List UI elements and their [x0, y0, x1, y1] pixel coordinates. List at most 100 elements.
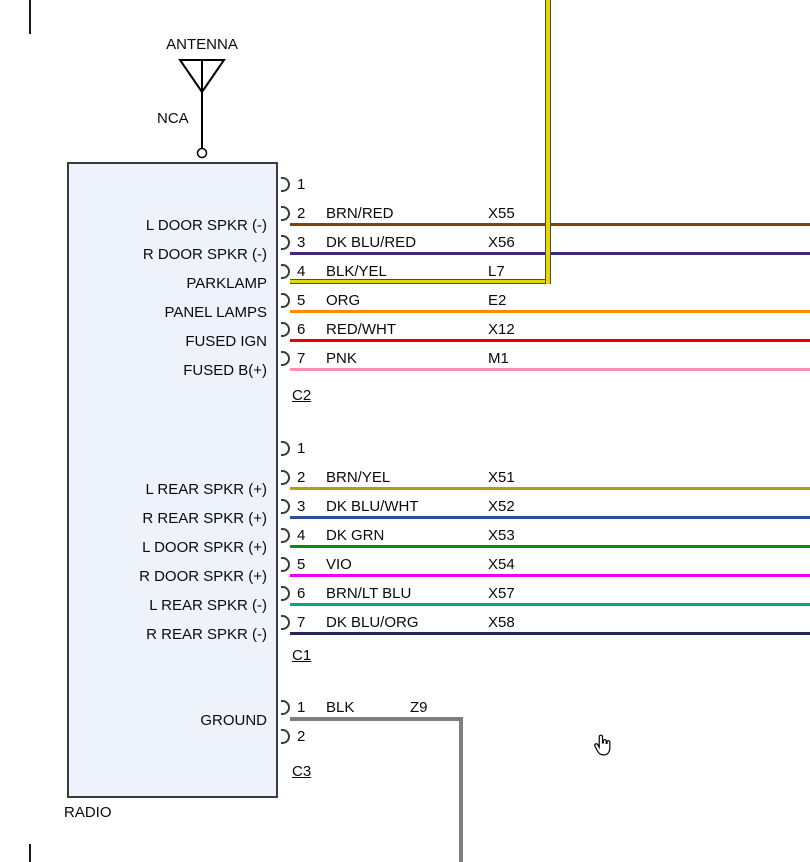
connector-terminal-icon [281, 441, 290, 456]
connector-terminal-icon [281, 557, 290, 572]
page-border-mark-bottom [29, 844, 31, 862]
wire-vio [290, 574, 810, 577]
circuit-code-label: Z9 [410, 699, 428, 716]
radio-function-label: FUSED B(+) [183, 362, 267, 379]
circuit-code-label: X12 [488, 321, 515, 338]
radio-function-label: L REAR SPKR (+) [145, 481, 267, 498]
pin-number: 4 [297, 263, 306, 280]
pin-number: 4 [297, 527, 306, 544]
connector-terminal-icon [281, 322, 290, 337]
pin-row: 4 BLK/YEL L7 [280, 261, 620, 283]
wire-color-label: ORG [326, 292, 361, 309]
pin-row: 7 PNK M1 [280, 348, 620, 370]
connector-label-c1: C1 [292, 647, 312, 664]
pin-number: 5 [297, 292, 306, 309]
radio-function-label: R DOOR SPKR (+) [139, 568, 267, 585]
pin-number: 1 [297, 176, 306, 193]
connector-terminal-icon [281, 700, 290, 715]
circuit-code-label: M1 [488, 350, 509, 367]
wire-red-wht [290, 339, 810, 342]
pin-row: 2 [280, 726, 620, 748]
circuit-code-label: X57 [488, 585, 515, 602]
wire-color-label: RED/WHT [326, 321, 396, 338]
circuit-code-label: X53 [488, 527, 515, 544]
wire-org [290, 310, 810, 313]
pin-row: 1 BLK Z9 [280, 697, 620, 719]
wire-color-label: BLK/YEL [326, 263, 387, 280]
radio-label: RADIO [64, 804, 112, 821]
pin-number: 1 [297, 440, 306, 457]
circuit-code-label: X54 [488, 556, 515, 573]
wire-blk-ground-horizontal [290, 717, 463, 721]
wire-blk-yel-vertical [545, 0, 551, 284]
connector-terminal-icon [281, 177, 290, 192]
pin-row: 1 [280, 438, 620, 460]
pin-number: 6 [297, 321, 306, 338]
circuit-code-label: L7 [488, 263, 505, 280]
circuit-code-label: X55 [488, 205, 515, 222]
connector-terminal-icon [281, 351, 290, 366]
connector-label-c2: C2 [292, 387, 312, 404]
wire-pnk [290, 368, 810, 371]
pin-row: 3 DK BLU/WHT X52 [280, 496, 620, 518]
pin-row: 4 DK GRN X53 [280, 525, 620, 547]
circuit-code-label: X52 [488, 498, 515, 515]
radio-function-label: FUSED IGN [185, 333, 267, 350]
radio-function-label: R REAR SPKR (-) [146, 626, 267, 643]
pin-number: 3 [297, 234, 306, 251]
radio-function-label: L DOOR SPKR (+) [142, 539, 267, 556]
page-border-mark-top [29, 0, 31, 34]
pin-number: 2 [297, 728, 306, 745]
pin-row: 2 BRN/RED X55 [280, 203, 620, 225]
pin-number: 2 [297, 205, 306, 222]
wire-color-label: BLK [326, 699, 355, 716]
connector-terminal-icon [281, 586, 290, 601]
hand-pointer-icon [594, 734, 611, 756]
pin-number: 3 [297, 498, 306, 515]
radio-function-label: L REAR SPKR (-) [149, 597, 267, 614]
connector-terminal-icon [281, 206, 290, 221]
wire-color-label: DK GRN [326, 527, 385, 544]
pin-row: 5 ORG E2 [280, 290, 620, 312]
radio-function-label: GROUND [200, 712, 267, 729]
radio-function-label: PANEL LAMPS [164, 304, 267, 321]
connector-terminal-icon [281, 499, 290, 514]
circuit-code-label: X58 [488, 614, 515, 631]
circuit-code-label: E2 [488, 292, 507, 309]
wire-dk-blu-org [290, 632, 810, 635]
radio-function-label: R DOOR SPKR (-) [142, 246, 267, 263]
pin-number: 2 [297, 469, 306, 486]
connector-terminal-icon [281, 235, 290, 250]
connector-terminal-icon [281, 729, 290, 744]
pin-row: 7 DK BLU/ORG X58 [280, 612, 620, 634]
wire-color-label: DK BLU/WHT [326, 498, 419, 515]
pin-row: 6 RED/WHT X12 [280, 319, 620, 341]
wire-brn-yel [290, 487, 810, 490]
wire-color-label: BRN/RED [326, 205, 394, 222]
pin-row: 3 DK BLU/RED X56 [280, 232, 620, 254]
wire-dk-blu-wht [290, 516, 810, 519]
radio-function-label: L DOOR SPKR (-) [145, 217, 267, 234]
pin-row: 2 BRN/YEL X51 [280, 467, 620, 489]
antenna-symbol-icon [178, 59, 226, 159]
radio-component-box [67, 162, 278, 798]
wire-color-label: VIO [326, 556, 352, 573]
pin-row: 6 BRN/LT BLU X57 [280, 583, 620, 605]
connector-terminal-icon [281, 293, 290, 308]
wire-color-label: DK BLU/ORG [326, 614, 419, 631]
antenna-terminal-label: NCA [157, 110, 189, 127]
pin-number: 7 [297, 614, 306, 631]
wire-blk-yel-horizontal [290, 279, 551, 284]
pin-row: 5 VIO X54 [280, 554, 620, 576]
wire-dk-grn [290, 545, 810, 548]
wire-blk-ground-vertical [459, 717, 463, 862]
wire-color-label: BRN/LT BLU [326, 585, 412, 602]
radio-function-label: PARKLAMP [186, 275, 267, 292]
pin-number: 1 [297, 699, 306, 716]
pin-number: 7 [297, 350, 306, 367]
wire-color-label: PNK [326, 350, 357, 367]
connector-terminal-icon [281, 264, 290, 279]
pin-number: 6 [297, 585, 306, 602]
wire-brn-lt-blu [290, 603, 810, 606]
